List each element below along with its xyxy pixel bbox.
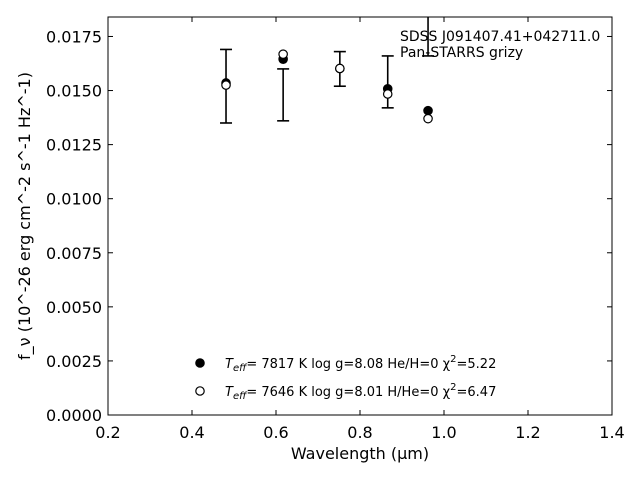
y-tick-label: 0.0100: [46, 190, 102, 209]
model-point-open: [221, 80, 231, 90]
legend-marker-filled: [195, 358, 205, 368]
tick-labels: 0.2 0.4 0.6 0.8 1.0 1.2 1.4 0.0000 0.0025 0.0050 0…: [46, 27, 625, 442]
annotation-object-name: SDSS J091407.41+042711.0: [400, 29, 600, 45]
annotation-survey: Pan-STARRS grizy: [400, 45, 523, 61]
x-tick-label: 1.2: [515, 423, 540, 442]
y-axis-label: f_ν (10^-26 erg cm^-2 s^-1 Hz^-1): [15, 72, 35, 360]
y-tick-label: 0.0000: [46, 406, 102, 425]
model-point-filled: [423, 105, 433, 116]
legend-entry-label: Teff= 7817 K log g=8.08 He/H=0 χ2=5.22: [225, 354, 496, 374]
x-tick-label: 0.2: [95, 423, 120, 442]
error-bars: [220, 17, 435, 124]
model-markers: [221, 49, 433, 124]
x-tick-label: 0.6: [263, 423, 288, 442]
model-point-open: [335, 63, 345, 74]
y-tick-label: 0.0050: [46, 298, 102, 317]
x-axis-label: Wavelength (μm): [291, 444, 429, 463]
plot-frame: [107, 16, 613, 416]
x-tick-label: 0.8: [347, 423, 372, 442]
legend-entry-label: Teff= 7646 K log g=8.01 H/He=0 χ2=6.47: [225, 382, 496, 402]
legend-marker-open: [195, 386, 205, 396]
model-point-open: [278, 49, 288, 60]
y-tick-label: 0.0025: [46, 352, 102, 371]
x-tick-label: 1.4: [599, 423, 624, 442]
x-tick-label: 1.0: [431, 423, 456, 442]
y-tick-label: 0.0175: [46, 27, 102, 46]
y-tick-label: 0.0150: [46, 82, 102, 101]
model-point-open: [423, 113, 433, 124]
y-tick-label: 0.0075: [46, 244, 102, 263]
x-tick-label: 0.4: [179, 423, 204, 442]
axis-ticks: [107, 17, 613, 416]
model-point-open: [382, 89, 393, 99]
legend: Teff= 7817 K log g=8.08 He/H=0 χ2=5.22 Te…: [195, 354, 496, 402]
y-tick-label: 0.0125: [46, 136, 102, 155]
